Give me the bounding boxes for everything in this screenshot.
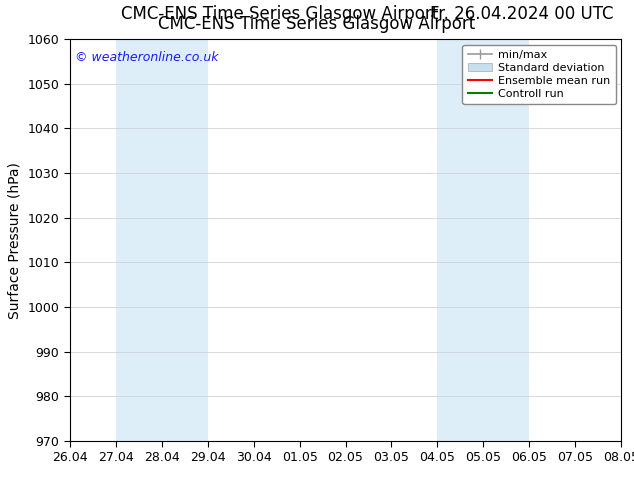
Text: © weatheronline.co.uk: © weatheronline.co.uk [75,51,219,64]
Text: CMC-ENS Time Series Glasgow Airport: CMC-ENS Time Series Glasgow Airport [120,5,438,23]
Text: CMC-ENS Time Series Glasgow Airport: CMC-ENS Time Series Glasgow Airport [158,15,476,33]
Text: Fr. 26.04.2024 00 UTC: Fr. 26.04.2024 00 UTC [430,5,614,23]
Bar [115,39,207,441]
Legend: min/max, Standard deviation, Ensemble mean run, Controll run: min/max, Standard deviation, Ensemble me… [462,45,616,104]
Bar [437,39,529,441]
Y-axis label: Surface Pressure (hPa): Surface Pressure (hPa) [8,162,22,318]
